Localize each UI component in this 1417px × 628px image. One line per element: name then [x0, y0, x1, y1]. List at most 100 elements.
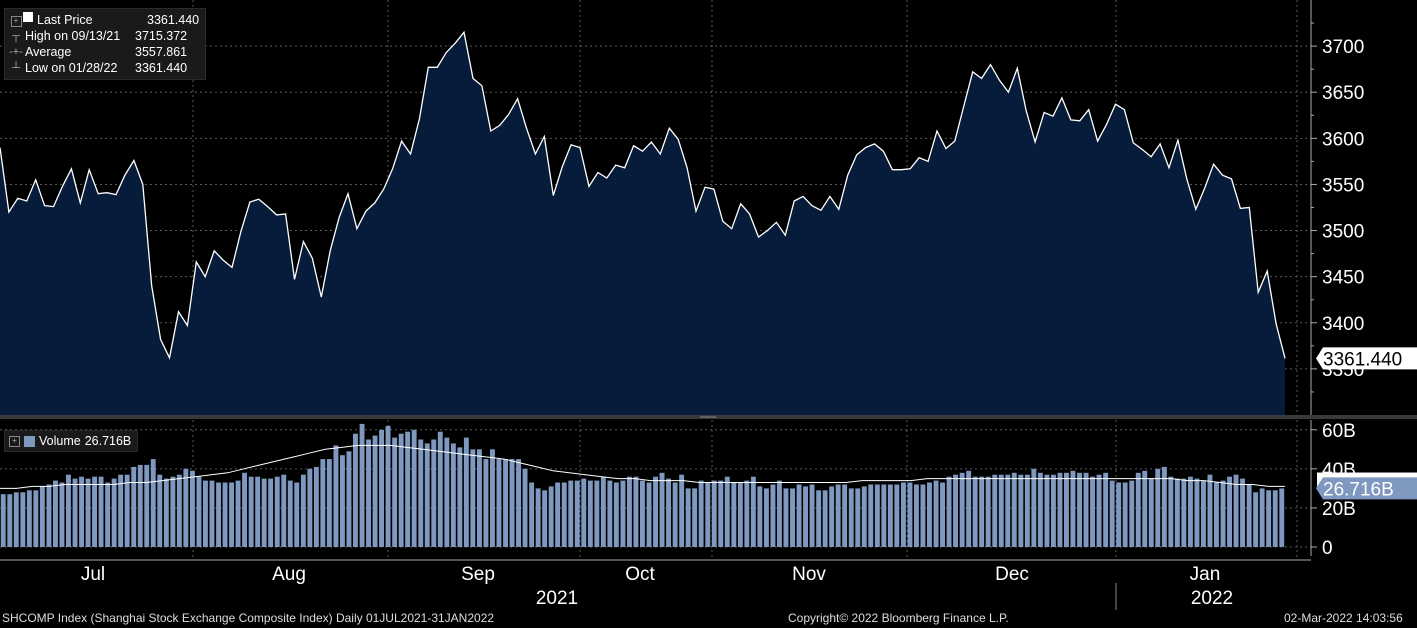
footer-timestamp: 02-Mar-2022 14:03:56 — [1284, 611, 1403, 625]
volume-bar — [229, 482, 234, 547]
volume-bar — [685, 488, 691, 547]
legend-row-average: -+- Average 3557.861 — [9, 44, 199, 60]
last-price-swatch-icon — [23, 12, 33, 22]
volume-bar — [914, 484, 919, 547]
volume-bar — [1051, 474, 1056, 547]
volume-bar — [1129, 480, 1135, 547]
volume-bar — [842, 484, 848, 547]
volume-bar — [7, 494, 13, 547]
volume-bar — [940, 482, 945, 547]
volume-bar — [437, 431, 443, 547]
volume-bar — [1122, 482, 1128, 547]
volume-bar — [1142, 470, 1148, 547]
volume-bar — [33, 490, 39, 547]
volume-bar — [959, 472, 965, 547]
month-label: Jul — [81, 564, 105, 585]
volume-bar — [868, 484, 874, 547]
volume-bar — [98, 476, 104, 547]
volume-bar — [1116, 482, 1122, 547]
volume-bar — [855, 488, 861, 547]
expand-icon[interactable]: + — [10, 16, 22, 27]
footer-ticker: SHCOMP Index (Shanghai Stock Exchange Co… — [2, 611, 495, 625]
volume-average-line — [0, 444, 1285, 489]
volume-bar — [1096, 474, 1102, 547]
volume-bar — [1181, 478, 1187, 547]
legend-value: 3361.440 — [135, 61, 188, 75]
volume-bar — [770, 484, 776, 547]
volume-bar — [157, 474, 163, 547]
volume-bar — [1220, 480, 1226, 547]
volume-bar — [463, 437, 469, 547]
volume-bar — [627, 476, 632, 547]
volume-bar — [1005, 474, 1011, 547]
volume-marker-label: 26.716B — [1323, 479, 1394, 500]
volume-bar — [548, 486, 554, 547]
volume-bar — [796, 484, 802, 547]
volume-bar — [1259, 488, 1265, 547]
volume-bar — [281, 474, 287, 547]
volume-bar — [124, 474, 130, 547]
volume-bar — [1207, 474, 1213, 547]
volume-bar — [1064, 472, 1069, 547]
expand-icon[interactable]: + — [9, 435, 20, 447]
volume-bar — [287, 480, 293, 547]
volume-bar — [829, 486, 835, 547]
volume-bar — [66, 474, 71, 547]
volume-bar — [405, 431, 411, 547]
volume-bar — [613, 482, 619, 547]
year-label: 2021 — [536, 588, 578, 609]
volume-bar — [646, 482, 652, 547]
volume-bar — [907, 482, 913, 547]
high-marker-icon: ┬ — [12, 30, 20, 42]
volume-bar — [718, 480, 724, 547]
volume-bar — [777, 480, 782, 547]
volume-bar — [744, 480, 750, 547]
volume-bar — [861, 486, 867, 547]
volume-bar — [79, 476, 84, 547]
legend-label: High on 09/13/21 — [25, 29, 121, 43]
volume-bar — [92, 476, 97, 547]
volume-bar — [209, 480, 215, 547]
volume-bar — [979, 476, 985, 547]
volume-bar — [1103, 472, 1109, 547]
volume-bar — [411, 429, 417, 547]
volume-bar — [326, 459, 332, 547]
volume-bar — [1188, 476, 1193, 547]
volume-bar — [692, 488, 698, 547]
volume-bar — [333, 445, 339, 547]
volume-bar — [1044, 474, 1050, 547]
volume-bar — [711, 480, 717, 547]
volume-bar — [783, 488, 789, 547]
volume-bar — [1148, 478, 1154, 547]
price-line — [0, 30, 1286, 360]
volume-bar — [105, 482, 111, 547]
volume-bar — [340, 455, 345, 547]
volume-bar — [163, 478, 169, 547]
volume-bar — [131, 466, 137, 547]
volume-bar — [509, 459, 515, 547]
volume-bar — [757, 486, 763, 547]
last-price-marker — [1316, 347, 1417, 370]
volume-bar — [894, 484, 900, 547]
volume-bar — [724, 476, 730, 547]
volume-bar — [359, 423, 365, 547]
volume-bar — [307, 468, 313, 547]
volume-legend-label: Volume — [39, 434, 81, 448]
volume-bar — [72, 478, 78, 547]
volume-bar — [985, 476, 991, 547]
volume-bar — [216, 482, 221, 547]
price-tick-label: 3650 — [1322, 83, 1364, 104]
volume-bar — [1024, 474, 1030, 547]
price-area — [0, 32, 1285, 416]
volume-bar — [424, 443, 430, 547]
volume-bar — [653, 476, 658, 547]
volume-bar — [385, 425, 391, 547]
volume-bar — [235, 480, 241, 547]
average-line-icon: -+- — [9, 46, 23, 58]
volume-bar — [809, 484, 815, 547]
volume-bar — [998, 474, 1004, 547]
volume-bar — [248, 476, 254, 547]
month-label: Aug — [272, 564, 306, 585]
legend-label: Low on 01/28/22 — [25, 61, 118, 75]
volume-marker — [1316, 477, 1417, 500]
